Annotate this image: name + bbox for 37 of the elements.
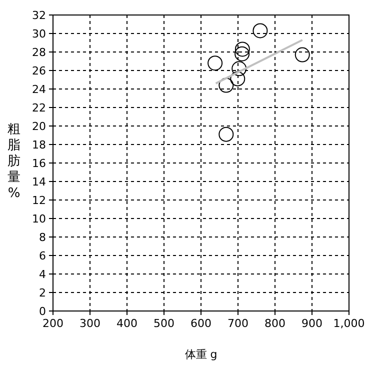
y-tick-label: 4: [39, 268, 46, 281]
y-tick-label: 28: [32, 46, 46, 59]
point: [294, 47, 310, 62]
x-tick-label: 500: [154, 317, 174, 330]
y-tick-label: 32: [32, 9, 46, 22]
x-tick-label: 600: [190, 317, 212, 330]
y-tick-label: 22: [32, 102, 46, 114]
point: [230, 71, 246, 86]
point: [234, 46, 250, 62]
y-tick-label: 2: [39, 286, 46, 300]
x-tick-label: 1,000: [333, 317, 365, 330]
x-tick-label: 900: [302, 317, 322, 330]
x-axis-title: 体重 g: [184, 348, 218, 361]
x-tick-label: 400: [116, 317, 138, 330]
x-tick-label: 300: [80, 317, 100, 330]
y-tick-label: 24: [32, 83, 46, 96]
x-tick-label: 800: [264, 317, 286, 330]
y-tick-label: 12: [32, 194, 46, 207]
y-tick-label: 10: [32, 212, 46, 226]
point: [252, 23, 268, 38]
y-tick-label: 30: [32, 28, 46, 40]
y-tick-label: 18: [32, 138, 46, 152]
point: [232, 61, 247, 76]
y-tick-label: 16: [32, 157, 46, 170]
y-tick-label: 6: [39, 250, 46, 262]
y-tick-label: 8: [39, 231, 46, 244]
point: [218, 126, 234, 142]
x-tick-label: 700: [228, 317, 248, 330]
x-tick-label: 200: [42, 317, 64, 330]
point: [218, 78, 234, 93]
y-tick-label: 26: [32, 64, 46, 78]
y-tick-label: 20: [32, 120, 46, 133]
point: [234, 42, 250, 57]
y-tick-label: 0: [39, 305, 46, 318]
y-axis-title: 粗脂肪量%: [8, 122, 20, 201]
point: [208, 56, 223, 71]
y-tick-label: 14: [32, 176, 46, 188]
